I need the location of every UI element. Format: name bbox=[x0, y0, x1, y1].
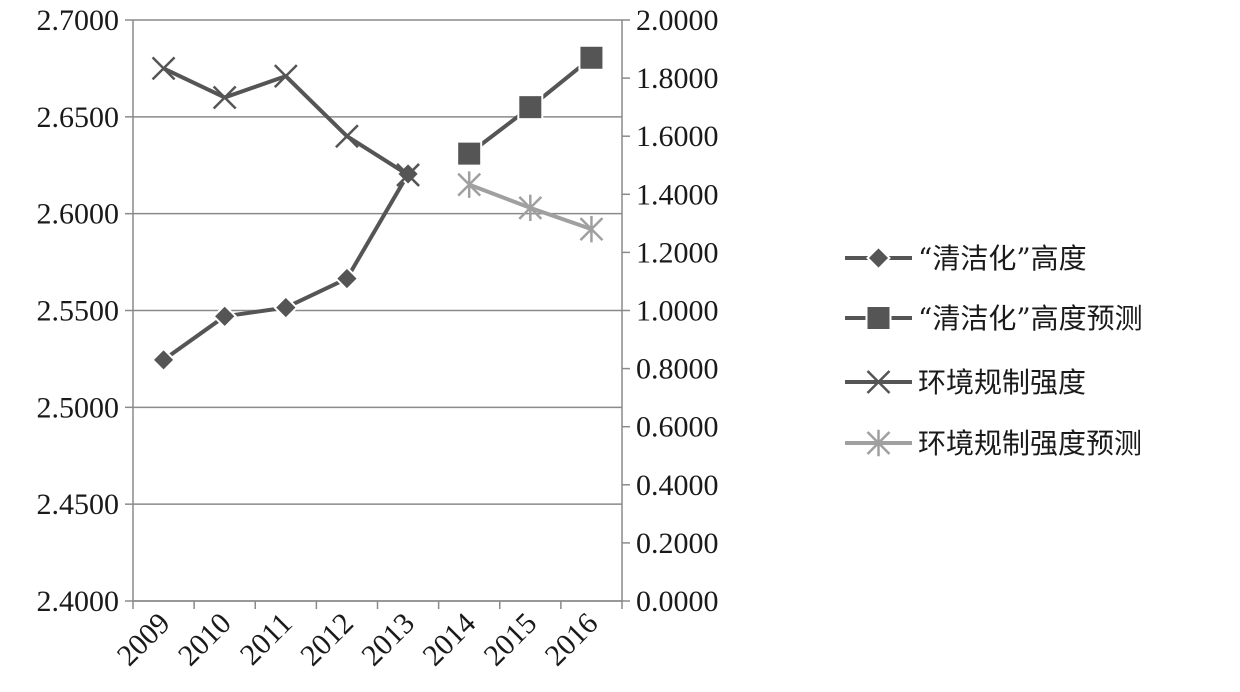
series-3 bbox=[457, 171, 604, 243]
right-axis-tick-label: 0.2000 bbox=[636, 527, 719, 560]
series-2 bbox=[151, 56, 420, 187]
left-axis-tick-label: 2.4000 bbox=[37, 585, 120, 618]
left-axis-tick-label: 2.6500 bbox=[37, 101, 120, 134]
right-axis-tick-label: 1.6000 bbox=[636, 120, 719, 153]
x-axis-tick-label: 2015 bbox=[478, 607, 544, 673]
legend-entry: 环境规制强度 bbox=[845, 366, 1086, 399]
x-axis-tick-label: 2010 bbox=[172, 607, 238, 673]
x-axis-tick-label: 2016 bbox=[539, 607, 605, 673]
data-point bbox=[151, 347, 176, 373]
legend-label: 环境规制强度 bbox=[918, 366, 1086, 399]
data-point bbox=[457, 171, 482, 198]
x-axis-tick-label: 2012 bbox=[294, 607, 360, 673]
series-1 bbox=[456, 44, 605, 167]
right-axis-tick-label: 0.0000 bbox=[636, 585, 719, 618]
data-point bbox=[518, 194, 543, 222]
data-point bbox=[212, 303, 238, 329]
data-point bbox=[578, 44, 605, 71]
left-axis-tick-label: 2.4500 bbox=[37, 488, 120, 521]
axes bbox=[125, 19, 630, 609]
legend-marker bbox=[866, 245, 891, 271]
series bbox=[151, 44, 605, 373]
data-point bbox=[396, 163, 420, 187]
right-axis-tick-label: 2.0000 bbox=[636, 4, 719, 37]
right-axis-tick-label: 0.8000 bbox=[636, 353, 719, 386]
data-point bbox=[151, 56, 176, 81]
data-point bbox=[579, 215, 604, 243]
x-axis-tick-label: 2014 bbox=[416, 607, 482, 673]
right-axis-tick-label: 1.4000 bbox=[636, 178, 719, 211]
series-line bbox=[162, 66, 410, 177]
legend-label: “清洁化”高度预测 bbox=[918, 302, 1143, 335]
left-axis-tick-labels: 2.4000 2.4500 2.5000 2.5500 2.6000 2.6500 2.70… bbox=[37, 4, 120, 618]
left-axis-tick-label: 2.6000 bbox=[37, 198, 120, 231]
data-point bbox=[456, 140, 483, 167]
legend-marker bbox=[866, 429, 891, 457]
legend-marker bbox=[865, 305, 892, 331]
right-axis-tick-label: 1.0000 bbox=[636, 295, 719, 328]
gridlines bbox=[133, 19, 622, 602]
right-axis-tick-label: 0.4000 bbox=[636, 469, 719, 502]
x-axis-tick-label: 2013 bbox=[355, 607, 421, 673]
right-axis-tick-label: 0.6000 bbox=[636, 411, 719, 444]
data-point bbox=[335, 124, 359, 149]
right-axis-tick-label: 1.8000 bbox=[636, 62, 719, 95]
left-axis-tick-label: 2.7000 bbox=[37, 4, 120, 37]
left-axis-tick-label: 2.5500 bbox=[37, 295, 120, 328]
series-line bbox=[162, 172, 410, 362]
legend-entry: “清洁化”高度 bbox=[845, 242, 1087, 275]
data-point bbox=[334, 266, 360, 291]
x-axis-tick-label: 2009 bbox=[111, 607, 177, 673]
left-axis-tick-label: 2.5000 bbox=[37, 391, 120, 424]
legend-label: “清洁化”高度 bbox=[918, 242, 1087, 275]
legend-entry: 环境规制强度预测 bbox=[845, 427, 1142, 460]
right-axis-tick-labels: 0.0000 0.2000 0.4000 0.6000 0.8000 1.0000 1.20… bbox=[636, 4, 719, 618]
legend-label: 环境规制强度预测 bbox=[918, 427, 1142, 460]
legend-entry: “清洁化”高度预测 bbox=[845, 302, 1143, 335]
data-point bbox=[273, 64, 298, 89]
data-point bbox=[273, 295, 299, 321]
right-axis-tick-label: 1.2000 bbox=[636, 236, 719, 269]
series-0 bbox=[151, 161, 421, 373]
x-axis-tick-label: 2011 bbox=[234, 607, 299, 672]
legend-marker bbox=[866, 370, 891, 394]
data-point bbox=[517, 94, 544, 121]
data-point bbox=[212, 85, 237, 110]
